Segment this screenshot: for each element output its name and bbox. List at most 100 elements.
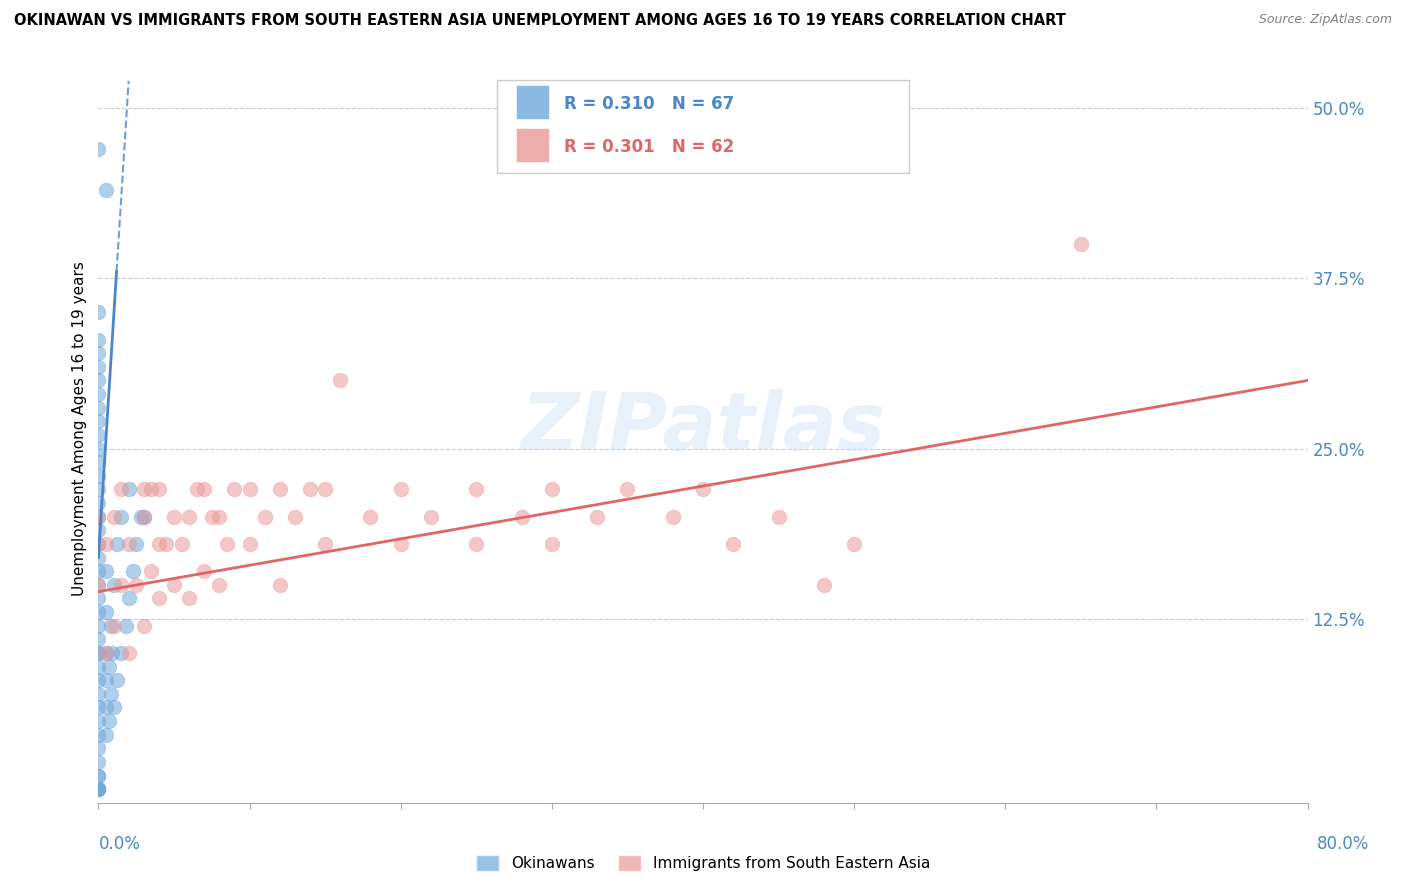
Point — [193, 564, 215, 578]
Point — [314, 537, 336, 551]
Point — [132, 509, 155, 524]
Point — [239, 537, 262, 551]
Point — [87, 359, 110, 374]
Point — [87, 673, 110, 688]
Point — [103, 700, 125, 714]
Point — [586, 509, 609, 524]
Point — [98, 714, 121, 728]
Point — [170, 537, 193, 551]
Point — [110, 483, 132, 497]
Point — [269, 578, 291, 592]
Point — [94, 646, 117, 660]
Point — [201, 509, 224, 524]
Point — [87, 591, 110, 606]
Point — [118, 646, 141, 660]
Point — [87, 387, 110, 401]
Point — [87, 700, 110, 714]
Point — [179, 591, 201, 606]
Point — [148, 537, 170, 551]
Point — [215, 537, 238, 551]
Point — [103, 618, 125, 632]
Point — [148, 483, 170, 497]
Point — [125, 537, 148, 551]
Point — [122, 564, 145, 578]
Point — [87, 618, 110, 632]
Point — [186, 483, 208, 497]
Point — [87, 782, 110, 797]
Point — [420, 509, 443, 524]
Point — [118, 537, 141, 551]
Text: 80.0%: 80.0% — [1316, 835, 1369, 853]
Point — [94, 673, 117, 688]
Point — [125, 578, 148, 592]
Point — [314, 483, 336, 497]
Point — [87, 346, 110, 360]
Point — [110, 646, 132, 660]
Point — [329, 374, 352, 388]
Point — [87, 782, 110, 797]
Point — [813, 578, 835, 592]
Point — [87, 782, 110, 797]
Point — [87, 305, 110, 319]
Point — [100, 618, 122, 632]
Point — [239, 483, 262, 497]
Point — [94, 728, 117, 742]
Point — [87, 632, 110, 647]
Point — [94, 564, 117, 578]
Text: R = 0.310   N = 67: R = 0.310 N = 67 — [564, 95, 734, 113]
Point — [87, 537, 110, 551]
Point — [253, 509, 276, 524]
Point — [87, 728, 110, 742]
Point — [208, 578, 231, 592]
Point — [389, 537, 412, 551]
Point — [87, 741, 110, 756]
Point — [87, 496, 110, 510]
Point — [103, 509, 125, 524]
Point — [87, 442, 110, 456]
Point — [103, 578, 125, 592]
Point — [87, 768, 110, 782]
Point — [465, 483, 488, 497]
Point — [129, 509, 152, 524]
Point — [110, 578, 132, 592]
Point — [87, 659, 110, 673]
Y-axis label: Unemployment Among Ages 16 to 19 years: Unemployment Among Ages 16 to 19 years — [72, 260, 87, 596]
Point — [540, 537, 562, 551]
Point — [114, 618, 136, 632]
Point — [132, 483, 155, 497]
Point — [208, 509, 231, 524]
Point — [284, 509, 307, 524]
Point — [132, 509, 155, 524]
Point — [87, 564, 110, 578]
Point — [105, 537, 128, 551]
Point — [179, 509, 201, 524]
Point — [87, 646, 110, 660]
Point — [87, 755, 110, 769]
Text: R = 0.301   N = 62: R = 0.301 N = 62 — [564, 138, 734, 156]
Point — [163, 578, 186, 592]
Bar — [516, 86, 550, 120]
Legend: Okinawans, Immigrants from South Eastern Asia: Okinawans, Immigrants from South Eastern… — [470, 849, 936, 878]
Bar — [516, 128, 550, 162]
Point — [87, 782, 110, 797]
Point — [269, 483, 291, 497]
Point — [87, 428, 110, 442]
Point — [87, 537, 110, 551]
Point — [389, 483, 412, 497]
Point — [118, 483, 141, 497]
Point — [87, 414, 110, 428]
Point — [87, 714, 110, 728]
Point — [692, 483, 714, 497]
Text: Source: ZipAtlas.com: Source: ZipAtlas.com — [1258, 13, 1392, 27]
Point — [1070, 237, 1092, 252]
Point — [87, 333, 110, 347]
Point — [94, 605, 117, 619]
Point — [87, 687, 110, 701]
Point — [723, 537, 745, 551]
Point — [661, 509, 683, 524]
Point — [148, 591, 170, 606]
Point — [87, 578, 110, 592]
Point — [94, 646, 117, 660]
Point — [132, 618, 155, 632]
Point — [87, 646, 110, 660]
